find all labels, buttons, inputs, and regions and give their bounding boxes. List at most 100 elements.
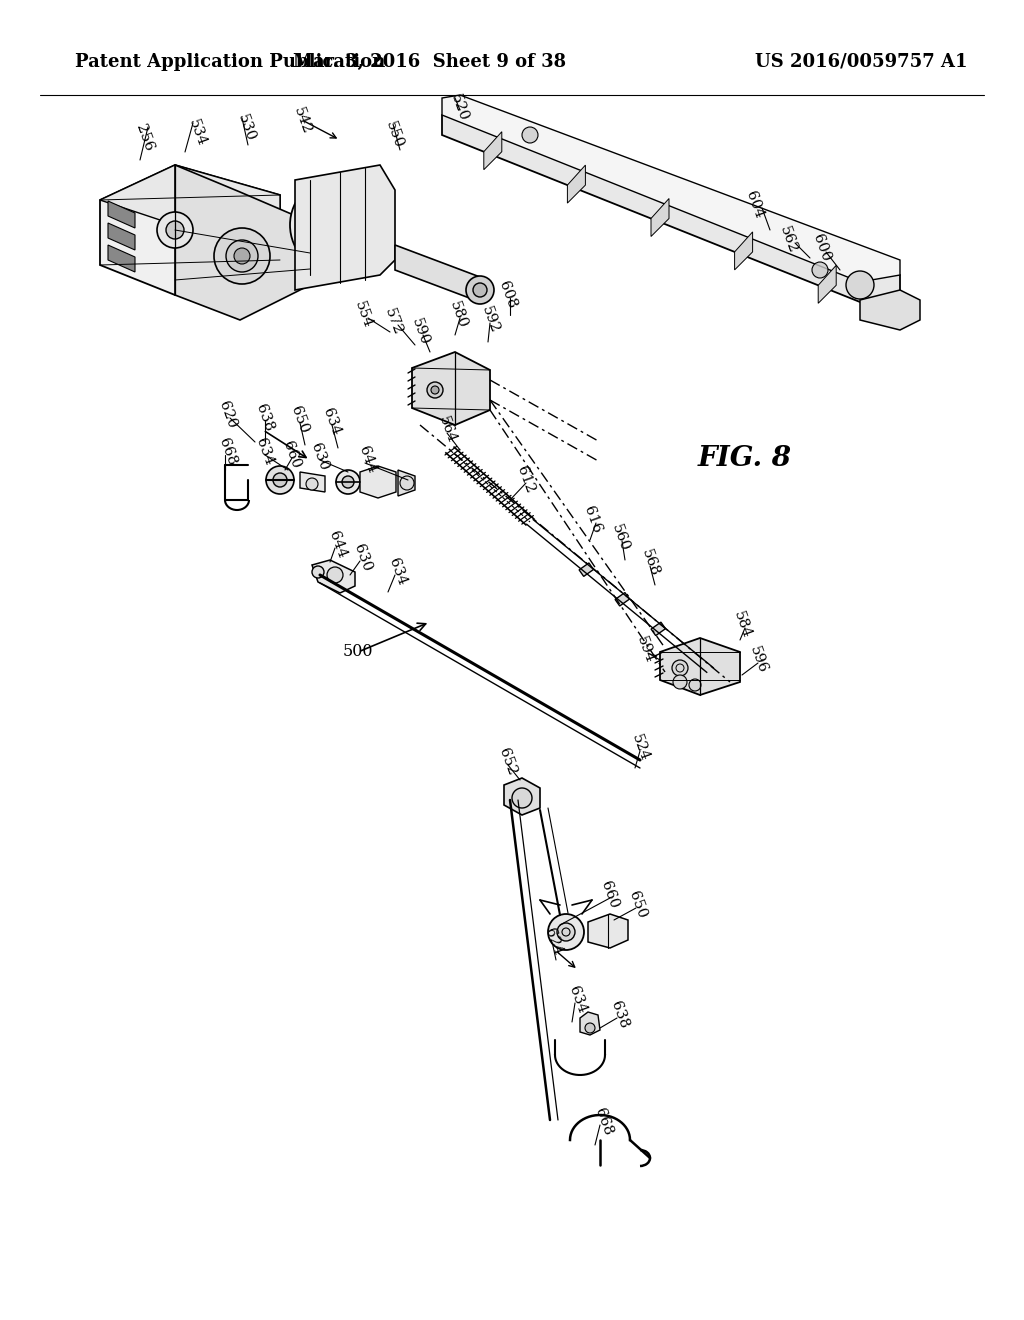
- Polygon shape: [412, 352, 490, 425]
- Text: 554: 554: [351, 300, 375, 330]
- Polygon shape: [567, 165, 586, 203]
- Circle shape: [336, 470, 360, 494]
- Polygon shape: [615, 593, 630, 606]
- Text: 572: 572: [382, 306, 404, 338]
- Text: Patent Application Publication: Patent Application Publication: [75, 53, 385, 71]
- Circle shape: [327, 568, 343, 583]
- Text: 650: 650: [289, 404, 311, 436]
- Text: 568: 568: [639, 548, 662, 578]
- Polygon shape: [100, 165, 280, 294]
- Text: 634: 634: [387, 557, 410, 587]
- Polygon shape: [660, 638, 740, 696]
- Circle shape: [400, 477, 414, 490]
- Polygon shape: [442, 110, 900, 302]
- Polygon shape: [398, 470, 415, 496]
- Circle shape: [557, 923, 575, 941]
- Polygon shape: [588, 913, 628, 948]
- Text: 612: 612: [515, 465, 538, 495]
- Text: 594: 594: [634, 635, 656, 665]
- Text: 550: 550: [383, 120, 407, 150]
- Text: 524: 524: [629, 733, 651, 763]
- Polygon shape: [651, 622, 666, 636]
- Circle shape: [166, 220, 184, 239]
- Text: 560: 560: [608, 523, 632, 553]
- Circle shape: [226, 240, 258, 272]
- Polygon shape: [100, 165, 280, 260]
- Text: 624: 624: [543, 927, 565, 957]
- Text: 256: 256: [133, 123, 156, 153]
- Text: 604: 604: [743, 190, 766, 220]
- Text: 644: 644: [327, 529, 349, 561]
- Circle shape: [306, 193, 370, 257]
- Text: 660: 660: [281, 440, 303, 471]
- Text: 520: 520: [449, 92, 471, 124]
- Text: 638: 638: [608, 999, 632, 1031]
- Text: 634: 634: [566, 985, 590, 1015]
- Circle shape: [689, 678, 701, 690]
- Text: US 2016/0059757 A1: US 2016/0059757 A1: [755, 53, 968, 71]
- Circle shape: [342, 477, 354, 488]
- Circle shape: [473, 282, 487, 297]
- Circle shape: [319, 207, 356, 243]
- Text: 630: 630: [308, 441, 332, 473]
- Circle shape: [548, 913, 584, 950]
- Text: 600: 600: [811, 232, 834, 264]
- Text: 580: 580: [446, 300, 469, 330]
- Text: 660: 660: [599, 879, 622, 911]
- Text: 530: 530: [236, 112, 258, 144]
- Text: 634: 634: [254, 437, 276, 467]
- Text: 634: 634: [321, 407, 343, 437]
- Circle shape: [585, 1023, 595, 1034]
- Text: 584: 584: [731, 610, 754, 640]
- Polygon shape: [860, 290, 920, 330]
- Polygon shape: [442, 95, 900, 282]
- Polygon shape: [818, 265, 837, 304]
- Polygon shape: [580, 562, 594, 577]
- Polygon shape: [295, 165, 395, 290]
- Text: 592: 592: [478, 305, 502, 335]
- Polygon shape: [734, 232, 753, 269]
- Circle shape: [306, 478, 318, 490]
- Circle shape: [466, 276, 494, 304]
- Polygon shape: [483, 132, 502, 170]
- Circle shape: [672, 660, 688, 676]
- Circle shape: [512, 788, 532, 808]
- Polygon shape: [504, 777, 540, 814]
- Polygon shape: [651, 198, 669, 236]
- Polygon shape: [300, 473, 325, 492]
- Circle shape: [431, 385, 439, 393]
- Text: Mar. 3, 2016  Sheet 9 of 38: Mar. 3, 2016 Sheet 9 of 38: [294, 53, 566, 71]
- Circle shape: [312, 566, 324, 578]
- Polygon shape: [108, 201, 135, 228]
- Circle shape: [812, 261, 828, 279]
- Circle shape: [427, 381, 443, 399]
- Text: 616: 616: [582, 504, 604, 536]
- Text: 542: 542: [292, 106, 314, 136]
- Polygon shape: [312, 560, 355, 593]
- Circle shape: [673, 675, 687, 689]
- Polygon shape: [580, 1012, 600, 1035]
- Text: 534: 534: [186, 117, 209, 149]
- Text: 668: 668: [593, 1106, 615, 1138]
- Circle shape: [157, 213, 193, 248]
- Text: 652: 652: [497, 747, 519, 777]
- Text: 644: 644: [356, 445, 379, 475]
- Polygon shape: [175, 165, 310, 319]
- Text: 630: 630: [351, 543, 375, 574]
- Circle shape: [273, 473, 287, 487]
- Text: 638: 638: [254, 403, 276, 433]
- Text: 620: 620: [217, 400, 240, 430]
- Circle shape: [290, 177, 386, 273]
- Text: 596: 596: [746, 644, 769, 676]
- Circle shape: [522, 127, 538, 143]
- Polygon shape: [108, 223, 135, 249]
- Polygon shape: [108, 246, 135, 272]
- Circle shape: [266, 466, 294, 494]
- Text: 500: 500: [343, 644, 374, 660]
- Text: 564: 564: [435, 414, 459, 445]
- Polygon shape: [395, 246, 480, 302]
- Text: 650: 650: [627, 890, 649, 920]
- Text: 608: 608: [497, 280, 519, 310]
- Circle shape: [846, 271, 874, 300]
- Text: 562: 562: [776, 224, 800, 256]
